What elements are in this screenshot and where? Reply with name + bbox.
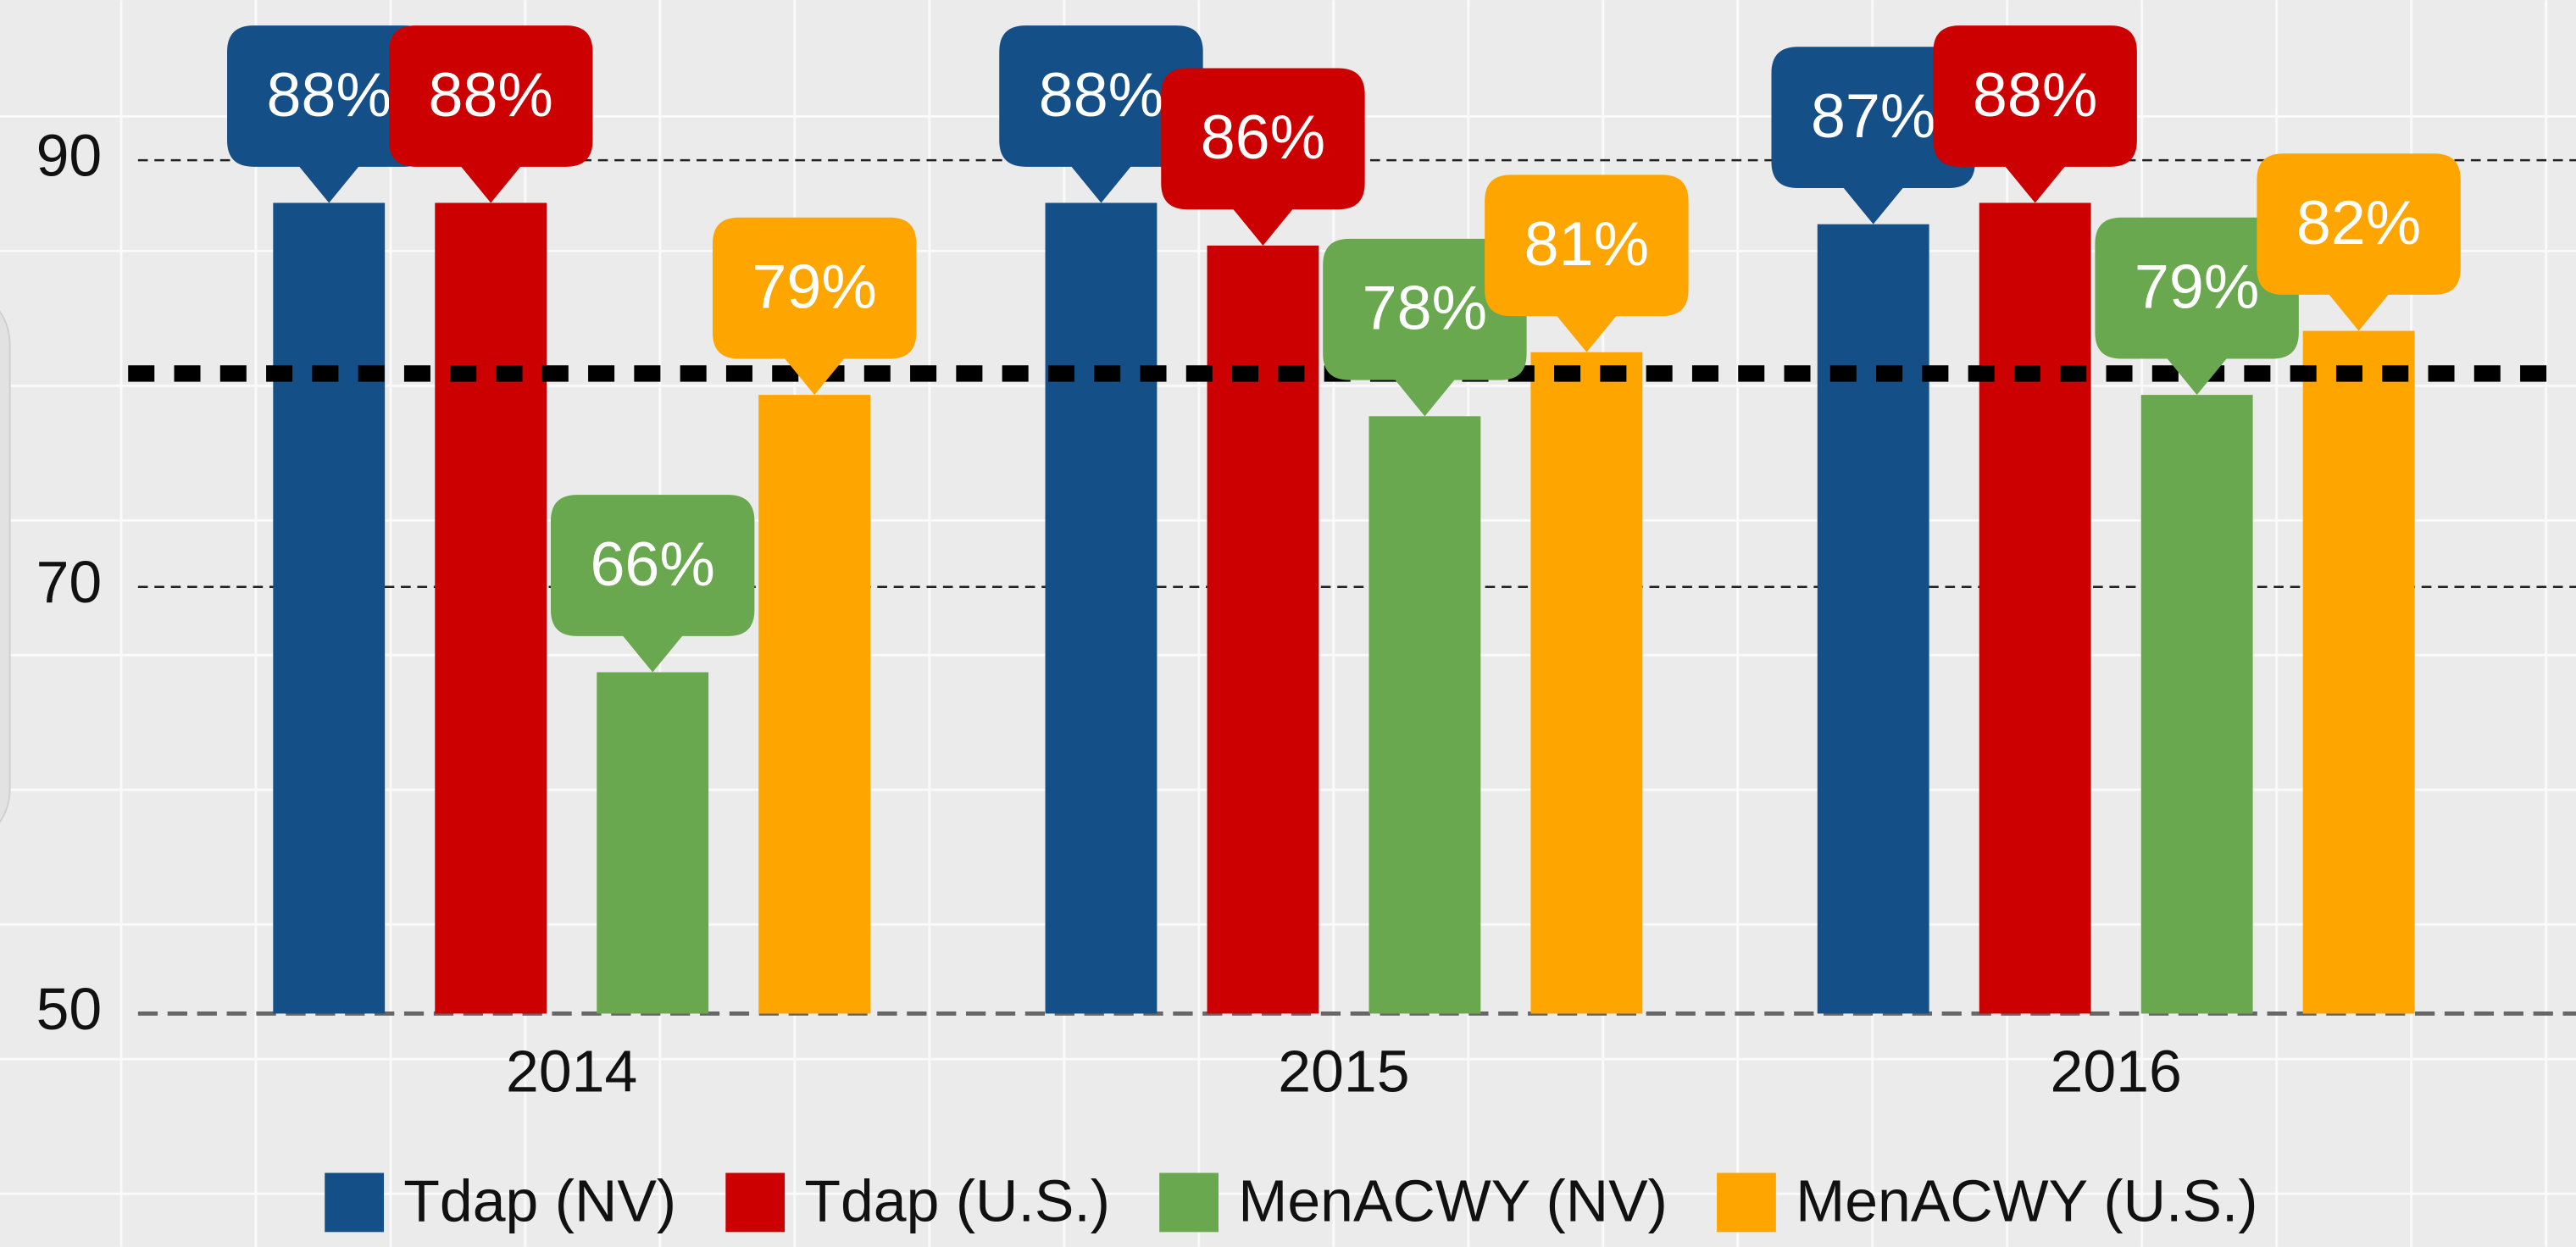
x-tick-label: 2015 xyxy=(1278,1039,1409,1105)
legend-label: MenACWY (NV) xyxy=(1238,1168,1668,1234)
bar xyxy=(1368,416,1481,1014)
callout xyxy=(1933,25,2137,203)
data-label: 79% xyxy=(2135,251,2259,321)
callout xyxy=(2095,217,2299,396)
callout xyxy=(1161,68,1365,246)
callout xyxy=(1323,238,1527,417)
callout xyxy=(227,25,431,203)
callout xyxy=(1771,47,1975,224)
bar xyxy=(2140,395,2253,1014)
data-label: 66% xyxy=(590,529,714,599)
bar xyxy=(273,202,386,1014)
callout xyxy=(389,25,593,203)
bar xyxy=(435,202,547,1014)
legend-label: Tdap (U.S.) xyxy=(804,1168,1110,1234)
bar xyxy=(1207,245,1319,1014)
data-label: 88% xyxy=(428,59,552,130)
side-panel xyxy=(0,310,11,823)
x-tick-label: 2014 xyxy=(506,1039,637,1105)
legend-swatch xyxy=(325,1172,385,1233)
y-tick-label: 90 xyxy=(36,123,103,189)
legend-label: MenACWY (U.S.) xyxy=(1796,1168,2257,1234)
data-label: 88% xyxy=(267,59,391,130)
bar xyxy=(1979,202,2091,1014)
bar xyxy=(2302,330,2415,1014)
data-label: 88% xyxy=(1039,59,1163,130)
data-label: 79% xyxy=(752,251,876,321)
y-tick-label: 70 xyxy=(36,549,103,615)
bar xyxy=(1045,202,1158,1014)
x-tick-label: 2016 xyxy=(2051,1039,2182,1105)
bar xyxy=(1817,224,1929,1014)
data-label: 82% xyxy=(2296,187,2421,258)
bar xyxy=(1530,352,1643,1014)
y-tick-label: 50 xyxy=(36,976,103,1042)
legend-swatch xyxy=(725,1172,786,1233)
callout xyxy=(712,217,917,396)
legend-label: Tdap (NV) xyxy=(403,1168,676,1234)
legend-swatch xyxy=(1159,1172,1219,1233)
callout xyxy=(999,25,1203,203)
bar xyxy=(758,395,871,1014)
legend-swatch xyxy=(1717,1172,1776,1233)
callout xyxy=(550,495,755,673)
data-label: 87% xyxy=(1811,80,1935,151)
data-label: 88% xyxy=(1973,59,2097,130)
callout xyxy=(2257,153,2461,331)
data-label: 81% xyxy=(1524,208,1649,279)
bar xyxy=(597,672,709,1014)
plot: 50 70 90 2014 2015 2016 88% 88% 66% 79% 88% 86% 78% 8… xyxy=(36,25,2576,1234)
data-label: 78% xyxy=(1363,273,1487,343)
data-label: 86% xyxy=(1201,102,1325,172)
callout xyxy=(1485,175,1689,352)
